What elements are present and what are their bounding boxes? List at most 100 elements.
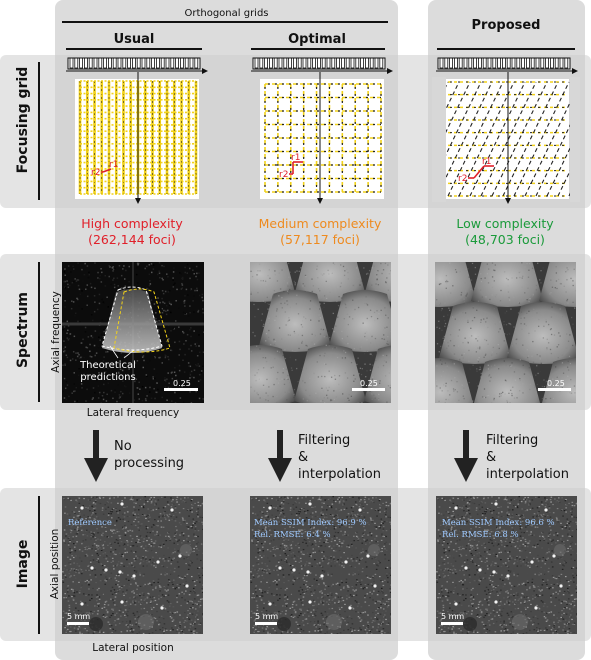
noise-speck [200, 371, 202, 374]
noise-speck [465, 295, 467, 297]
noise-speck [72, 268, 75, 270]
noise-speck [526, 349, 528, 351]
speckle [175, 539, 178, 541]
noise-speck [85, 346, 88, 349]
speckle [276, 579, 278, 581]
noise-speck [67, 291, 69, 294]
speckle [344, 610, 346, 613]
spectrum-optimal [250, 262, 391, 403]
speckle [145, 528, 148, 530]
speckle [367, 626, 369, 629]
speckle [194, 525, 197, 527]
speckle [112, 589, 114, 592]
noise-speck [267, 308, 269, 310]
speckle [297, 542, 300, 544]
speckle [346, 595, 348, 597]
speckle [148, 582, 151, 584]
noise-speck [507, 291, 510, 293]
speckle [102, 614, 105, 616]
speckle [110, 528, 112, 531]
speckle [114, 524, 116, 526]
speckle [298, 598, 300, 600]
noise-speck [289, 356, 291, 358]
speckle [146, 511, 149, 513]
speckle [290, 544, 293, 546]
speckle [191, 602, 194, 604]
speckle [69, 541, 71, 543]
orthogonal-grids-title: Orthogonal grids [184, 8, 269, 19]
speckle [379, 602, 382, 604]
noise-speck [475, 351, 478, 353]
speckle [357, 629, 360, 632]
noise-speck [149, 280, 151, 282]
noise-speck [297, 313, 300, 315]
speckle [150, 545, 153, 547]
speckle [160, 513, 163, 515]
vector-r2-label: r2 [91, 168, 100, 178]
transducer-element [506, 57, 511, 69]
noise-speck [92, 387, 95, 389]
speckle [189, 600, 191, 602]
speckle [115, 574, 118, 577]
speckle [171, 620, 174, 622]
speckle [108, 616, 111, 618]
noise-speck [572, 344, 574, 347]
speckle [196, 579, 198, 581]
noise-speck [557, 278, 560, 281]
speckle [142, 573, 145, 575]
noise-speck [491, 351, 493, 353]
noise-speck [543, 379, 545, 381]
speckle [296, 556, 299, 559]
speckle [123, 512, 126, 514]
speckle [125, 545, 127, 547]
speckle [382, 584, 385, 587]
noise-speck [101, 398, 103, 400]
speckle [350, 507, 353, 509]
speckle [252, 612, 254, 614]
speckle [334, 611, 337, 613]
speckle [189, 607, 191, 610]
speckle [68, 514, 71, 516]
noise-speck [371, 284, 373, 286]
speckle [300, 599, 302, 601]
speckle [175, 614, 178, 616]
noise-speck [193, 330, 195, 332]
speckle [138, 626, 141, 628]
speckle [376, 515, 378, 517]
speckle [374, 606, 377, 608]
noise-speck [309, 377, 311, 380]
noise-speck [457, 312, 459, 314]
speckle [308, 562, 310, 564]
noise-speck [449, 394, 451, 396]
speckle [363, 511, 365, 514]
noise-speck [492, 346, 495, 349]
noise-speck [119, 368, 122, 370]
speckle [297, 496, 299, 498]
speckle [272, 520, 275, 522]
speckle [110, 625, 113, 627]
noise-speck [97, 346, 100, 349]
speckle [111, 593, 114, 595]
speckle [298, 551, 300, 553]
speckle [312, 604, 314, 607]
noise-speck [363, 267, 365, 269]
noise-speck [289, 271, 291, 273]
noise-speck [503, 320, 505, 323]
speckle [76, 615, 79, 617]
speckle [354, 573, 356, 575]
speckle [293, 576, 295, 578]
speckle [106, 501, 109, 503]
noise-speck [256, 345, 258, 347]
speckle [89, 497, 91, 499]
noise-speck [529, 383, 532, 386]
speckle [199, 505, 202, 507]
speckle [173, 536, 176, 538]
noise-speck [182, 359, 184, 362]
speckle [272, 533, 274, 536]
speckle [357, 569, 360, 571]
speckle [94, 513, 97, 515]
speckle [360, 499, 362, 501]
orthogonal-grids-rule [62, 21, 388, 23]
noise-speck [382, 269, 385, 271]
speckle [163, 545, 165, 547]
